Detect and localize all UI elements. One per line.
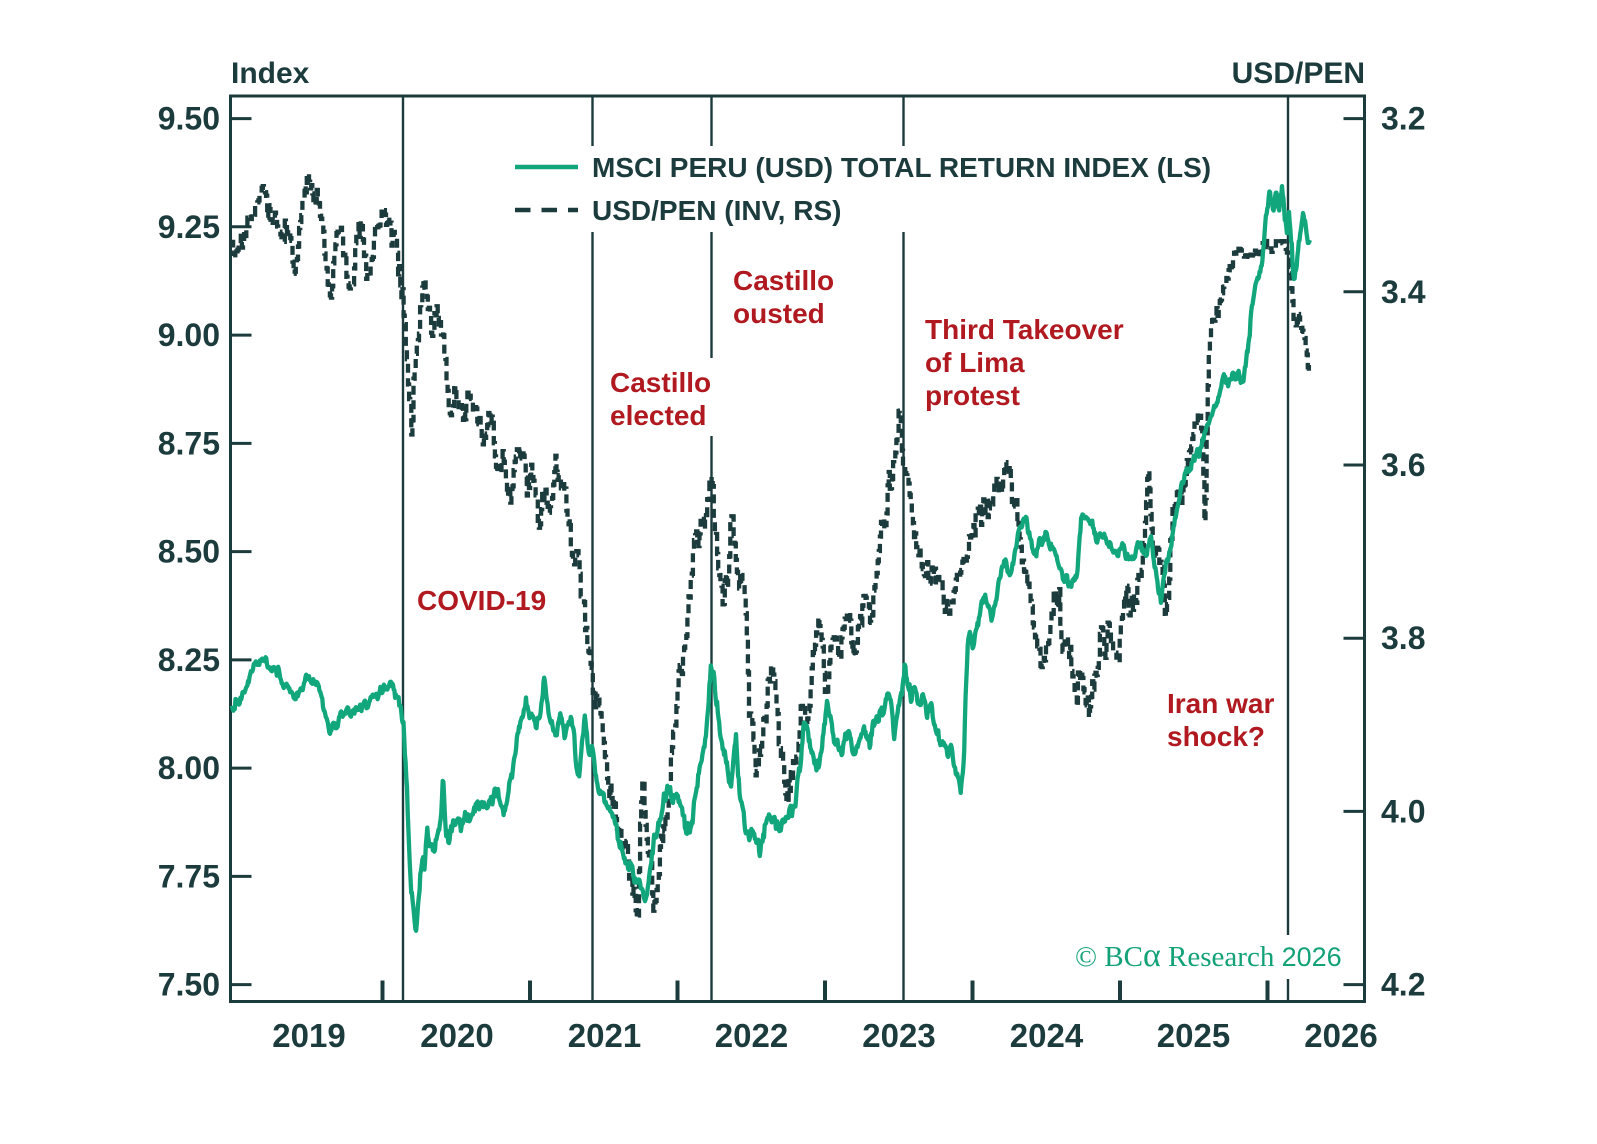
svg-text:2023: 2023 — [862, 1017, 935, 1054]
svg-text:8.00: 8.00 — [158, 750, 220, 786]
svg-text:9.00: 9.00 — [158, 317, 220, 353]
svg-text:USD/PEN (INV, RS): USD/PEN (INV, RS) — [592, 195, 841, 226]
svg-text:3.2: 3.2 — [1381, 101, 1425, 137]
svg-text:ousted: ousted — [733, 298, 825, 329]
svg-text:of Lima: of Lima — [925, 347, 1025, 378]
svg-text:8.25: 8.25 — [158, 642, 220, 678]
svg-text:Castillo: Castillo — [733, 265, 834, 296]
svg-text:2020: 2020 — [420, 1017, 493, 1054]
svg-text:3.4: 3.4 — [1381, 274, 1426, 310]
svg-text:protest: protest — [925, 380, 1020, 411]
svg-text:4.2: 4.2 — [1381, 967, 1425, 1003]
svg-text:2026: 2026 — [1304, 1017, 1377, 1054]
svg-text:© BCα Research 2026: © BCα Research 2026 — [1075, 937, 1342, 974]
svg-text:4.0: 4.0 — [1381, 793, 1425, 829]
svg-text:7.50: 7.50 — [158, 967, 220, 1003]
svg-text:Castillo: Castillo — [610, 367, 711, 398]
svg-text:3.8: 3.8 — [1381, 620, 1425, 656]
svg-text:2021: 2021 — [568, 1017, 641, 1054]
svg-text:Iran war: Iran war — [1167, 688, 1274, 719]
svg-text:COVID-19: COVID-19 — [417, 585, 546, 616]
svg-text:8.75: 8.75 — [158, 425, 220, 461]
svg-text:3.6: 3.6 — [1381, 447, 1425, 483]
svg-text:USD/PEN: USD/PEN — [1232, 57, 1365, 90]
svg-text:Third Takeover: Third Takeover — [925, 314, 1124, 345]
svg-text:8.50: 8.50 — [158, 534, 220, 570]
svg-text:9.25: 9.25 — [158, 209, 220, 245]
svg-text:2025: 2025 — [1157, 1017, 1230, 1054]
svg-text:9.50: 9.50 — [158, 101, 220, 137]
svg-text:7.75: 7.75 — [158, 858, 220, 894]
svg-text:2024: 2024 — [1010, 1017, 1084, 1054]
svg-text:shock?: shock? — [1167, 721, 1265, 752]
svg-text:MSCI PERU (USD) TOTAL RETURN I: MSCI PERU (USD) TOTAL RETURN INDEX (LS) — [592, 152, 1211, 183]
svg-text:2022: 2022 — [715, 1017, 788, 1054]
svg-text:elected: elected — [610, 400, 707, 431]
svg-text:2019: 2019 — [272, 1017, 345, 1054]
svg-text:Index: Index — [231, 57, 310, 90]
